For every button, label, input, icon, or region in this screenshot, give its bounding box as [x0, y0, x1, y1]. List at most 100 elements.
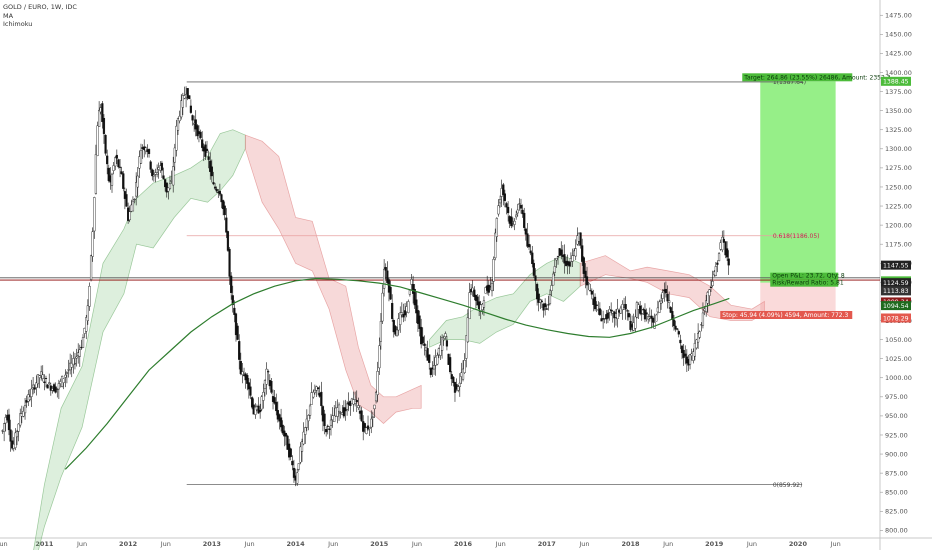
candle-body: [178, 115, 181, 122]
candle-body: [680, 345, 684, 353]
x-tick-label: 2016: [454, 540, 473, 548]
candle-body: [175, 125, 178, 151]
legend-ichimoku[interactable]: Ichimoku: [3, 20, 33, 28]
candle-body: [711, 281, 714, 286]
candle-body: [308, 405, 312, 416]
candle-body: [3, 423, 6, 432]
candle-body: [360, 410, 363, 422]
candle-body: [519, 205, 523, 209]
axis-price-label: 1147.55: [883, 262, 909, 269]
candle-body: [196, 125, 199, 137]
candle-body: [78, 349, 81, 357]
candle-body: [317, 387, 320, 389]
candle-body: [381, 292, 384, 322]
candle-body: [505, 203, 508, 208]
candle-body: [333, 415, 336, 422]
candle-body: [152, 174, 155, 177]
y-tick-label: 875.00: [885, 469, 908, 477]
candle-body: [371, 416, 374, 418]
candle-body: [400, 312, 403, 316]
candle-body: [210, 166, 213, 177]
candle-body: [659, 300, 663, 304]
candle-body: [717, 253, 721, 262]
candle-body: [81, 337, 85, 348]
candle-body: [118, 166, 122, 168]
candle-body: [173, 147, 176, 163]
candle-body: [709, 286, 713, 288]
position-open-pnl-label-bg: [770, 272, 839, 280]
legend-ma[interactable]: MA: [3, 11, 14, 20]
candle-body: [523, 212, 526, 228]
candle-body: [527, 243, 531, 248]
candle-body: [89, 255, 93, 280]
candle-body: [88, 285, 91, 307]
x-tick-label: Jun: [495, 540, 506, 548]
candle-body: [579, 232, 582, 246]
candle-body: [465, 335, 468, 359]
position-target-label-bg: [742, 73, 853, 82]
candle-body: [189, 105, 193, 113]
candle-body: [231, 295, 234, 306]
candle-body: [241, 371, 244, 375]
candle-body: [304, 427, 307, 435]
candle-body: [384, 267, 387, 271]
candle-body: [461, 368, 465, 380]
y-tick-label: 1375.00: [885, 88, 912, 96]
candle-body: [91, 231, 94, 257]
candle-body: [658, 301, 661, 313]
candle-body: [209, 160, 212, 172]
candle-body: [457, 386, 460, 391]
candle-body: [133, 198, 136, 201]
candle-body: [574, 248, 577, 257]
y-tick-label: 800.00: [885, 527, 908, 535]
candle-body: [547, 304, 550, 306]
moving-average-line: [64, 277, 730, 470]
candle-body: [466, 317, 469, 343]
candle-body: [117, 159, 120, 168]
x-tick-label: 2018: [621, 540, 640, 548]
candle-body: [299, 446, 302, 463]
axis-price-label: 1124.59: [883, 280, 909, 287]
candle-body: [281, 424, 284, 434]
candle-body: [529, 250, 532, 254]
chart-legend: GOLD / EURO, 1W, IDC MA Ichimoku: [3, 3, 77, 29]
candle-body: [260, 396, 263, 410]
candle-body: [262, 391, 265, 401]
candle-body: [693, 342, 696, 357]
candle-body: [98, 109, 101, 127]
candle-body: [342, 407, 345, 417]
y-tick-label: 1000.00: [885, 374, 912, 382]
candle-body: [701, 312, 705, 326]
candle-body: [563, 254, 566, 264]
candle-body: [426, 348, 429, 361]
candle-body: [292, 467, 296, 478]
y-tick-label: 850.00: [885, 489, 908, 497]
candle-body: [213, 186, 217, 189]
axis-price-badge: [881, 76, 911, 86]
candle-body: [725, 248, 729, 258]
candle-body: [571, 255, 574, 262]
axis-price-badge: [881, 278, 911, 288]
candle-body: [191, 115, 194, 121]
x-tick-label: Jun: [662, 540, 673, 548]
candle-body: [122, 173, 125, 189]
candle-body: [600, 318, 603, 322]
candle-body: [106, 155, 109, 165]
candle-body: [35, 382, 38, 388]
candle-body: [418, 315, 421, 329]
candle-body: [619, 307, 622, 314]
candle-body: [585, 276, 589, 286]
candle-body: [482, 300, 486, 308]
candle-body: [402, 314, 405, 318]
candle-body: [296, 472, 299, 484]
axis-price-badge: [881, 313, 911, 323]
candle-body: [215, 188, 218, 192]
candle-body: [366, 425, 370, 430]
candle-body: [458, 382, 461, 387]
candle-body: [518, 203, 521, 205]
candle-body: [407, 301, 410, 313]
candle-body: [49, 385, 52, 391]
candle-body: [537, 293, 540, 303]
candle-body: [101, 103, 104, 123]
